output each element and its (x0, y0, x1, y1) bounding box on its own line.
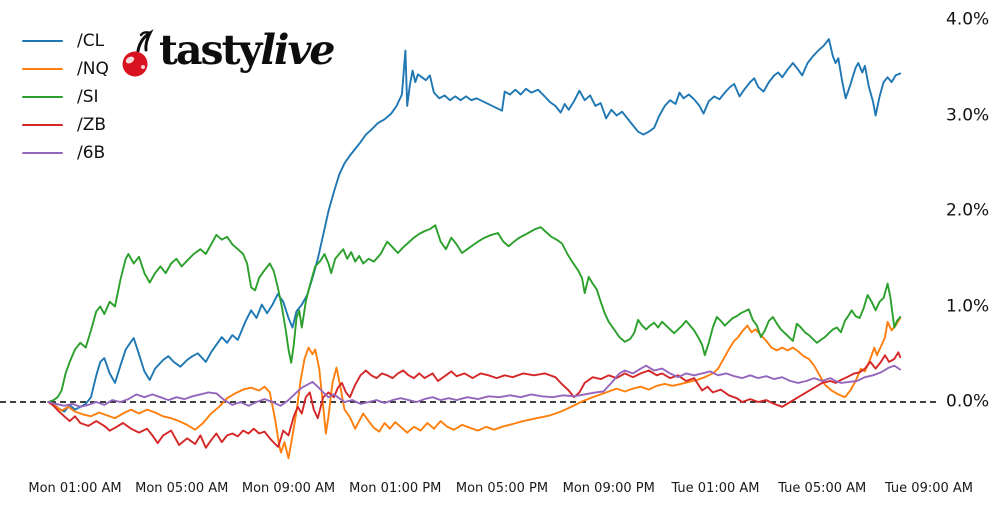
series-line-SI (47, 224, 902, 403)
legend-label-NQ: /NQ (77, 59, 109, 79)
logo-word-live: live (260, 26, 335, 74)
legend-label-SI: /SI (77, 87, 99, 107)
legend-item-SI: /SI (22, 83, 109, 111)
legend-swatch-NQ (22, 68, 63, 70)
legend-item-CL: /CL (22, 27, 109, 55)
legend-item-ZB: /ZB (22, 111, 109, 139)
legend-label-ZB: /ZB (77, 115, 107, 135)
legend-item-6B: /6B (22, 139, 109, 167)
x-tick-label: Mon 05:00 PM (455, 481, 549, 496)
series-line-CL (47, 38, 902, 413)
legend: /CL/NQ/SI/ZB/6B (22, 27, 109, 167)
y-tick-label: 2.0% (946, 200, 990, 221)
legend-swatch-ZB (22, 124, 63, 126)
legend-label-6B: /6B (77, 143, 106, 163)
legend-swatch-CL (22, 40, 63, 42)
x-tick-label: Mon 05:00 AM (135, 481, 229, 496)
logo-wordmark: tastylive (159, 26, 335, 74)
x-tick-label: Tue 01:00 AM (671, 481, 760, 496)
tastylive-logo: tastylive (112, 26, 335, 81)
x-tick-label: Tue 09:00 AM (884, 481, 974, 496)
series-line-ZB (47, 351, 902, 449)
series-line-6B (47, 364, 902, 408)
y-tick-label: 0.0% (946, 391, 990, 412)
y-tick-label: 1.0% (946, 296, 990, 317)
x-tick-label: Mon 01:00 PM (349, 481, 442, 496)
legend-swatch-6B (22, 152, 63, 154)
series-line-NQ (47, 317, 902, 460)
x-tick-label: Mon 01:00 AM (28, 481, 122, 496)
x-tick-label: Mon 09:00 AM (241, 481, 336, 496)
legend-label-CL: /CL (77, 31, 105, 51)
cherry-icon (122, 29, 154, 77)
logo-word-tasty: tasty (159, 26, 262, 74)
y-tick-label: 3.0% (946, 105, 990, 126)
x-tick-label: Tue 05:00 AM (778, 481, 867, 496)
legend-swatch-SI (22, 96, 63, 98)
y-tick-label: 4.0% (946, 9, 990, 30)
legend-item-NQ: /NQ (22, 55, 109, 83)
x-tick-label: Mon 09:00 PM (562, 481, 655, 496)
